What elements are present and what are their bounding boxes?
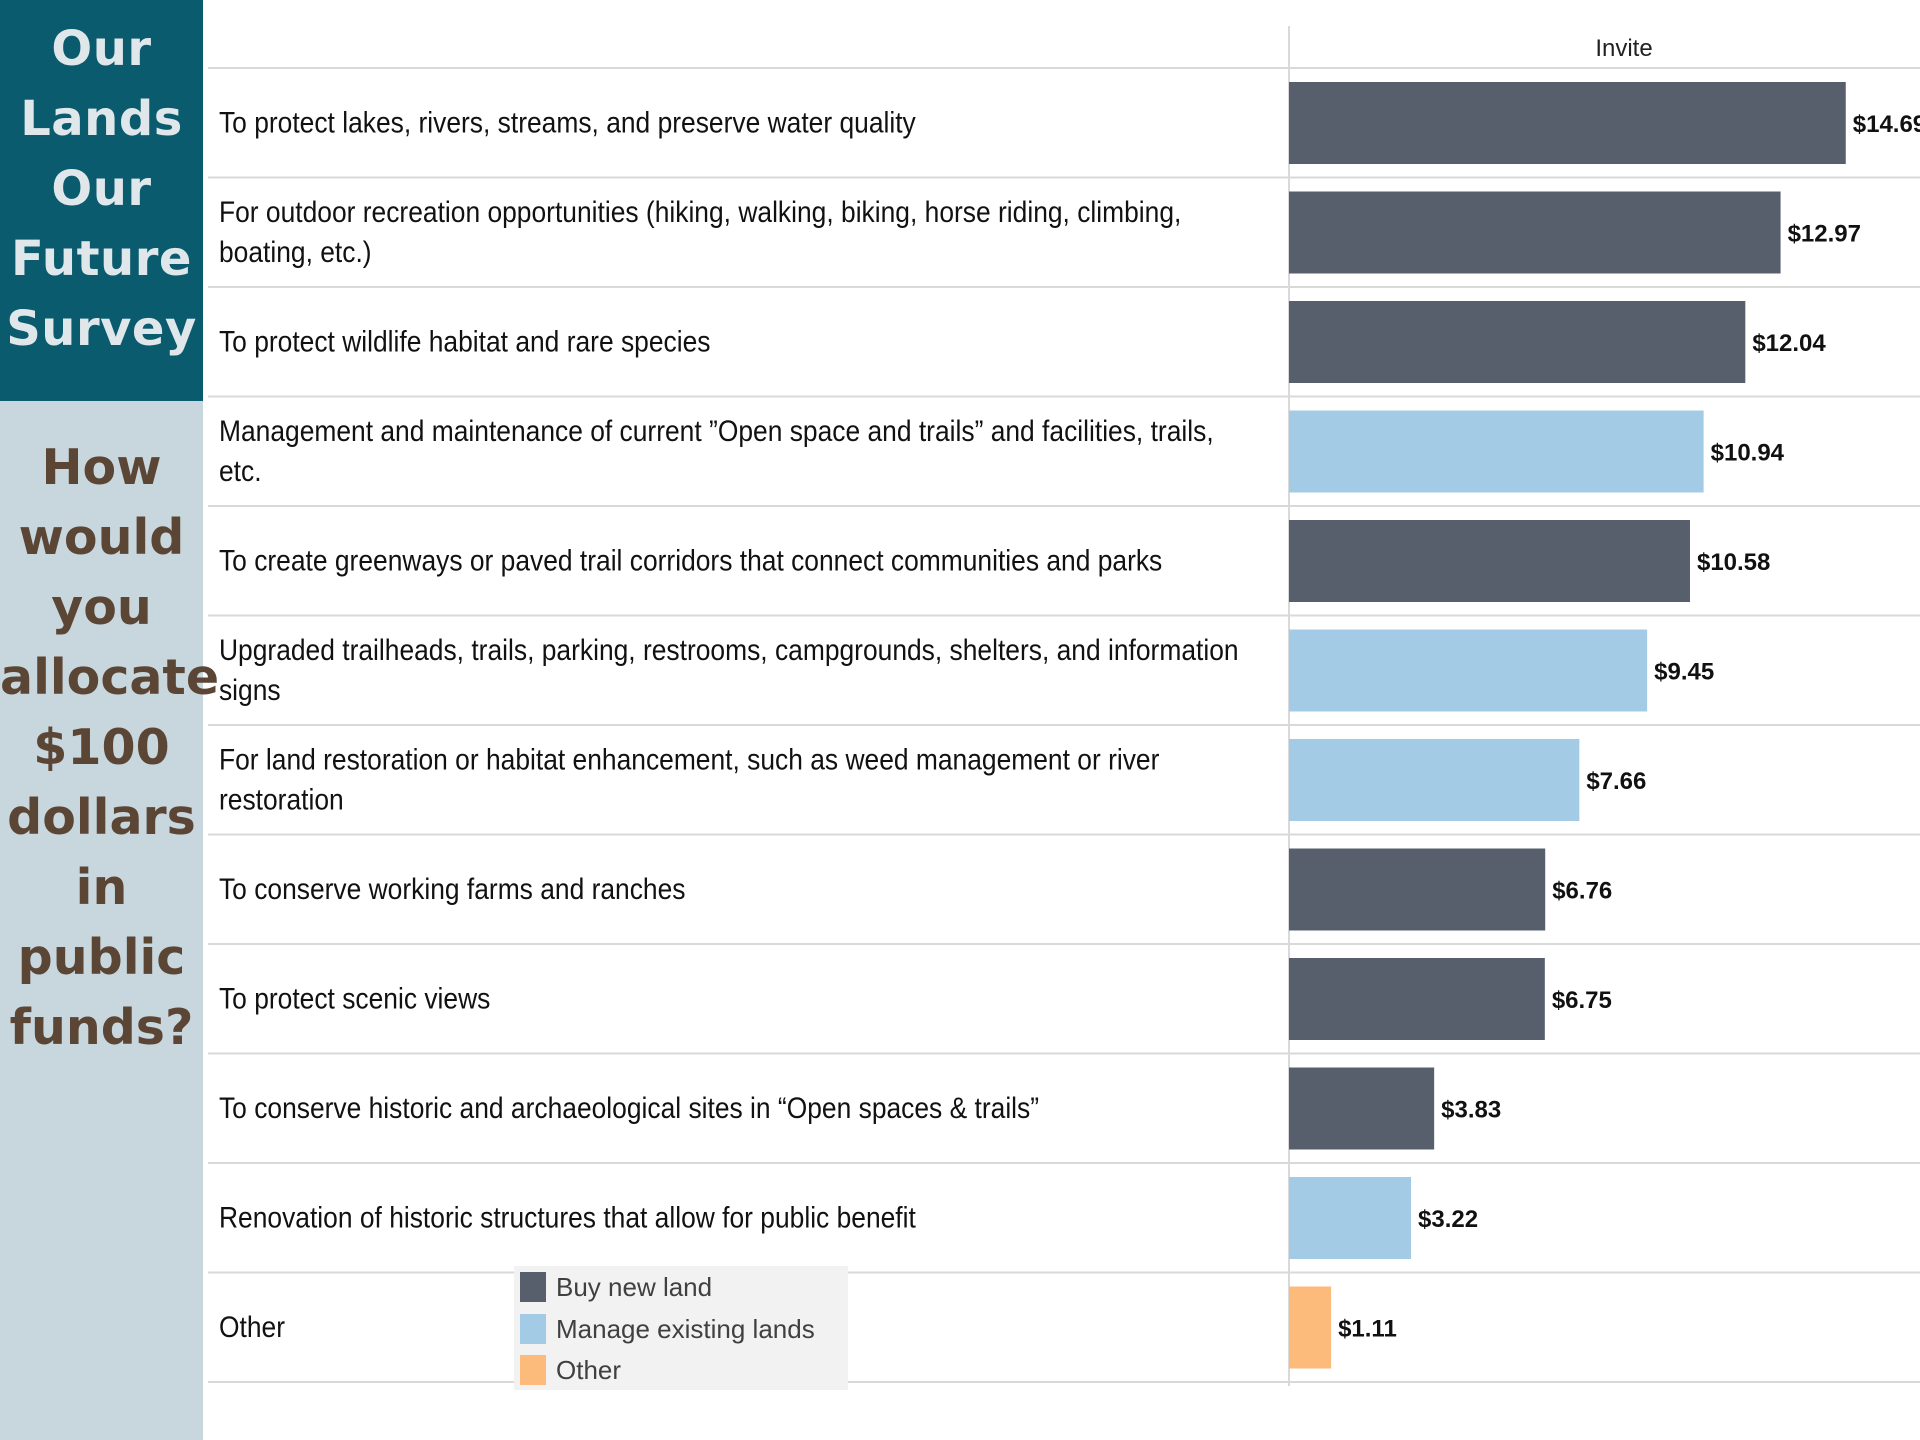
survey-title-line: Future <box>11 231 192 287</box>
bar-value-label: $12.04 <box>1752 330 1826 357</box>
category-label: To protect lakes, rivers, streams, and p… <box>219 105 917 139</box>
survey-title-line: Lands <box>20 91 183 147</box>
category-label-line: To protect scenic views <box>219 981 490 1015</box>
legend-item-manage-existing-lands: Manage existing lands <box>520 1314 815 1344</box>
survey-question-line: public <box>17 929 186 986</box>
legend-swatch-other <box>520 1355 546 1385</box>
survey-question-line: funds? <box>9 999 194 1056</box>
category-label-line: boating, etc.) <box>219 235 372 269</box>
category-label: Management and maintenance of current ”O… <box>219 414 1214 488</box>
bar <box>1289 1177 1412 1259</box>
survey-question-line: $100 <box>33 719 170 776</box>
category-label-line: To create greenways or paved trail corri… <box>219 543 1162 577</box>
survey-question-line: in <box>75 859 128 916</box>
legend-label: Buy new land <box>556 1271 713 1302</box>
bar-value-label: $3.22 <box>1418 1206 1478 1233</box>
category-label: To conserve historic and archaeological … <box>219 1091 1039 1125</box>
bar-value-label: $10.58 <box>1697 549 1770 576</box>
bar-value-label: $9.45 <box>1654 658 1714 685</box>
survey-question: How would you allocate $100 dollars in p… <box>0 433 220 1063</box>
category-label: For land restoration or habitat enhancem… <box>219 742 1159 816</box>
survey-title-line: Our <box>51 21 152 77</box>
bar-value-label: $10.94 <box>1711 439 1785 466</box>
category-label-line: Renovation of historic structures that a… <box>219 1200 916 1234</box>
category-label: Renovation of historic structures that a… <box>219 1200 916 1234</box>
legend-item-buy-new-land: Buy new land <box>520 1272 712 1302</box>
survey-question-line: would <box>18 509 185 566</box>
bar-value-label: $3.83 <box>1441 1096 1501 1123</box>
bar-value-label: $7.66 <box>1586 768 1646 795</box>
bar-value-label: $6.76 <box>1552 877 1612 904</box>
bar <box>1289 1286 1332 1369</box>
category-label-line: To protect lakes, rivers, streams, and p… <box>219 105 917 139</box>
survey-question-line: allocate <box>0 649 220 706</box>
category-label: To create greenways or paved trail corri… <box>219 543 1162 577</box>
category-label: Upgraded trailheads, trails, parking, re… <box>219 633 1239 707</box>
sidebar-title-panel <box>0 0 203 401</box>
category-label: For outdoor recreation opportunities (hi… <box>219 195 1181 269</box>
bar <box>1289 191 1781 274</box>
bar <box>1289 1067 1435 1150</box>
category-label: Other <box>219 1310 285 1344</box>
legend-label: Manage existing lands <box>556 1313 815 1344</box>
category-label-line: For land restoration or habitat enhancem… <box>219 742 1159 776</box>
category-label-line: Other <box>219 1310 285 1344</box>
sidebar-question-panel <box>0 401 203 1440</box>
category-label: To conserve working farms and ranches <box>219 872 686 906</box>
survey-question-line: How <box>41 439 162 496</box>
bar-value-label: $1.11 <box>1338 1315 1397 1342</box>
category-label-line: restoration <box>219 782 344 816</box>
category-label: To protect wildlife habitat and rare spe… <box>219 324 710 358</box>
category-label-line: To conserve historic and archaeological … <box>219 1091 1039 1125</box>
bar <box>1289 301 1746 383</box>
survey-question-line: dollars <box>7 789 196 846</box>
column-header: Invite <box>1595 35 1652 62</box>
category-label: To protect scenic views <box>219 981 490 1015</box>
category-label-line: Management and maintenance of current ”O… <box>219 414 1214 448</box>
category-label-line: Upgraded trailheads, trails, parking, re… <box>219 633 1239 667</box>
legend-swatch-buy-new-land <box>520 1272 546 1302</box>
bar-value-label: $12.97 <box>1788 220 1861 247</box>
category-label-line: To conserve working farms and ranches <box>219 872 686 906</box>
bar <box>1289 739 1580 821</box>
chart-legend: Buy new land Manage existing lands Other <box>514 1266 848 1390</box>
legend-label: Other <box>556 1354 622 1385</box>
category-label-line: etc. <box>219 454 262 488</box>
bar <box>1289 410 1704 493</box>
survey-title-line: Survey <box>6 301 197 357</box>
bar <box>1289 958 1545 1040</box>
bar <box>1289 629 1648 712</box>
survey-title-line: Our <box>51 161 152 217</box>
legend-swatch-manage-existing-lands <box>520 1314 546 1344</box>
category-label-line: For outdoor recreation opportunities (hi… <box>219 195 1181 229</box>
legend-item-other: Other <box>520 1355 621 1385</box>
category-label-line: To protect wildlife habitat and rare spe… <box>219 324 710 358</box>
bar <box>1289 848 1546 931</box>
bar-value-label: $14.69 <box>1853 111 1920 138</box>
survey-title: Our Lands Our Future Survey <box>0 14 203 364</box>
category-label-line: signs <box>219 673 281 707</box>
bar <box>1289 520 1690 602</box>
bar <box>1289 82 1846 164</box>
survey-question-line: you <box>51 579 152 636</box>
bar-value-label: $6.75 <box>1552 987 1612 1014</box>
